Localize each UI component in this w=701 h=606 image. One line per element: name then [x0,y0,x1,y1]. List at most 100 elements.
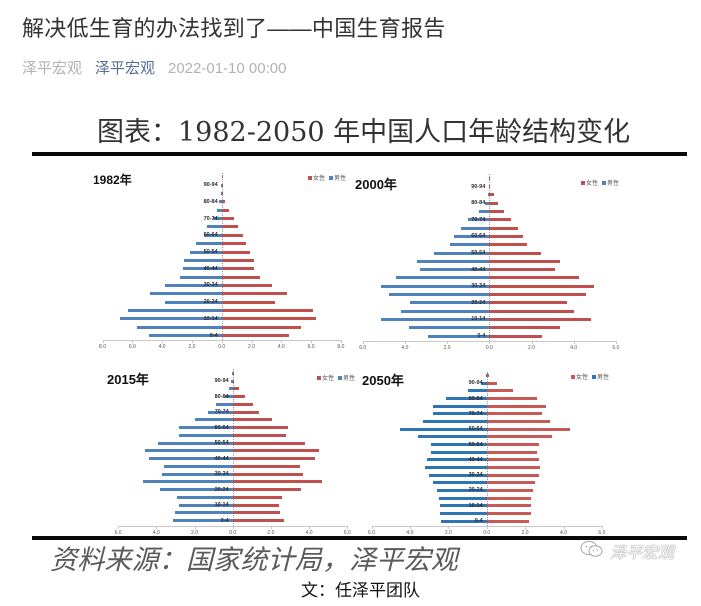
bar-male [460,226,490,230]
bar-male [389,293,490,296]
x-axis-tick-label: 4.0 [560,530,567,536]
bar-female [232,441,306,445]
bar-female [221,283,273,287]
chart-title: 2050年 [362,373,404,388]
bar-female [486,420,551,424]
bar-male [179,275,222,279]
age-group-label: 10-14 [214,502,229,509]
bar-male [488,185,490,189]
x-axis-tick-label: 4.0 [401,344,409,351]
age-group-label: 80-84 [203,198,218,205]
bar-female [486,450,537,454]
bar-female [489,284,594,288]
x-axis-tick [251,339,253,343]
bar-male [488,193,490,197]
x-axis-tick [525,526,527,529]
x-axis-tick-label: 4.0 [158,343,166,350]
x-axis-tick [371,526,373,529]
x-axis-tick [194,525,196,529]
legend-item-male: 男性 [592,372,609,381]
bar-male [396,276,490,280]
bar-female [232,371,234,375]
account-link[interactable]: 泽平宏观 [95,60,156,77]
bar-male [220,191,222,195]
age-group-label: 20-24 [468,487,483,494]
bar-male [165,283,222,287]
bar-male [179,503,233,507]
bar-male [436,488,487,492]
legend-swatch-female [317,375,321,380]
bar-male [196,242,222,246]
chart-legend: 女性 男性 [581,178,619,187]
bar-female [221,183,223,187]
bar-male [136,325,222,329]
bar-male [438,496,487,500]
legend-item-female: 女性 [581,178,598,187]
x-axis-tick-label: 0.0 [485,344,493,351]
watermark-text: 泽平宏观 [610,545,675,562]
x-axis-tick [311,339,313,343]
zero-axis-line [232,369,234,526]
chart-title: 2015年 [107,372,149,387]
bar-female [221,325,301,329]
bar-female [486,473,539,477]
x-axis-tick-label: 6.0 [368,530,375,536]
zero-axis-line [221,172,223,340]
bar-male [425,465,487,469]
bar-male [179,426,233,430]
divider-top [32,152,687,156]
bar-female [221,250,250,254]
bar-female [232,433,287,437]
x-axis-tick-label: 4.0 [570,344,578,351]
age-group-label: 90-94 [203,182,218,189]
x-axis-tick [615,340,617,344]
age-group-label: 0-4 [220,517,229,524]
bar-female [489,234,524,238]
legend-item-male: 男性 [602,178,619,187]
chart-legend: 女性 男性 [317,373,355,382]
bar-female [486,496,531,500]
bar-male [432,404,487,408]
bar-female [489,317,591,321]
legend-item-female: 女性 [308,173,325,182]
x-axis-tick-label: 0.0 [483,530,491,536]
x-axis-tick-label: 2.0 [521,530,529,536]
x-axis-tick-label: 2.0 [191,529,198,536]
watermark: 泽平宏观 [580,539,674,563]
bar-male [215,402,233,406]
bar-female [232,395,246,399]
age-group-label: 80-84 [471,200,486,207]
bar-male [400,427,487,431]
bar-male [158,441,233,445]
bar-female [489,243,528,247]
age-group-label: 20-24 [471,299,486,306]
zero-axis-line [489,174,491,341]
age-group-label: 0-4 [477,333,486,339]
age-group-label: 50-54 [468,441,483,448]
bar-female [221,309,313,313]
legend-swatch-female [581,180,585,185]
bar-female [232,410,260,414]
bar-male [217,208,222,212]
x-axis-tick-label: 6.0 [612,344,620,351]
article-title: 解决低生育的办法找到了——中国生育报告 [22,16,446,41]
bar-male [410,301,490,305]
x-axis-tick-label: 2.0 [443,344,451,351]
bar-male [212,217,222,221]
x-axis-tick-label: 2.0 [248,343,255,350]
bar-female [221,225,239,229]
bar-male [431,443,487,446]
x-axis-tick [162,339,164,343]
publish-date: 2022-01-10 00:00 [168,60,287,77]
age-group-label: 60-64 [471,233,486,240]
age-group-label: 40-44 [471,266,486,273]
bar-male [228,387,233,391]
bar-female [489,210,505,213]
x-axis-tick [404,340,406,344]
x-axis-tick [409,526,411,529]
x-axis-tick-label: 2.0 [444,530,452,536]
x-axis-tick [232,525,234,529]
bar-male [206,225,222,229]
bar-male [454,234,490,238]
bar-male [416,259,490,263]
